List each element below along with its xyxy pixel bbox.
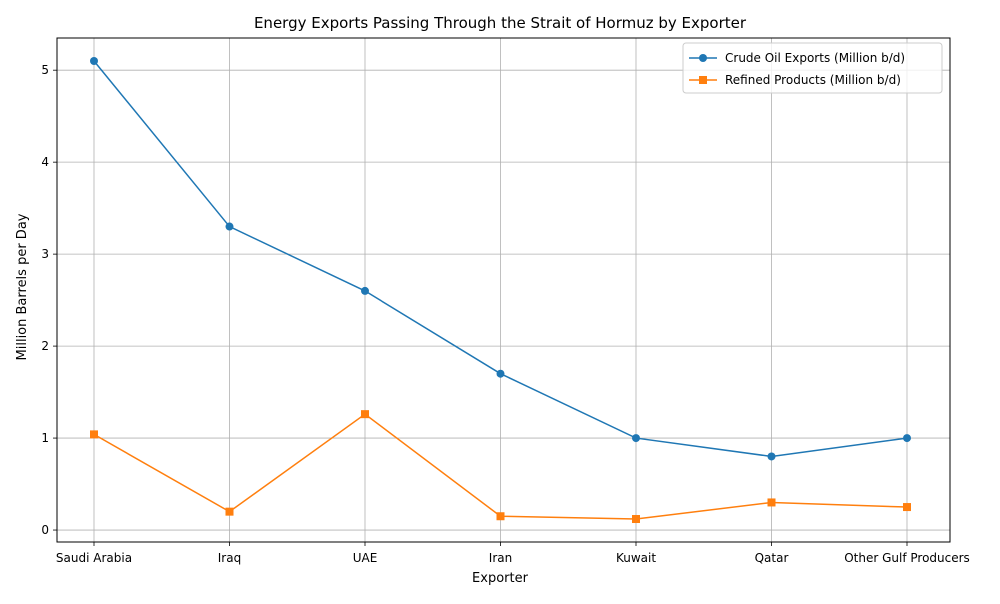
x-tick-label: Kuwait: [616, 551, 656, 565]
data-point: [225, 507, 234, 516]
series-1: [90, 56, 911, 461]
y-tick-label: 2: [41, 339, 49, 353]
grid: [57, 38, 950, 542]
axis-ticks: Saudi Arabia Iraq UAE Iran Kuwait Qatar Other …: [41, 63, 969, 565]
x-tick-label: Iraq: [218, 551, 241, 565]
data-point: [632, 434, 640, 443]
y-axis-label: Million Barrels per Day: [15, 213, 30, 360]
x-tick-label: UAE: [353, 551, 378, 565]
legend-marker: [699, 76, 707, 84]
y-tick-label: 0: [41, 523, 49, 537]
x-tick-label: Saudi Arabia: [56, 551, 132, 565]
data-point: [903, 503, 911, 512]
plot-area: [56, 37, 951, 543]
legend-item: Refined Products (Million b/d): [689, 73, 901, 87]
data-point: [90, 56, 98, 65]
legend: Crude Oil Exports (Million b/d) Refined P…: [682, 42, 943, 94]
y-tick-label: 5: [41, 63, 49, 77]
legend-box: [682, 42, 943, 94]
chart-title: Energy Exports Passing Through the Strai…: [254, 14, 747, 32]
x-axis-label: Exporter: [472, 571, 529, 586]
legend-item: Crude Oil Exports (Million b/d): [689, 51, 905, 65]
data-point: [496, 512, 505, 521]
series-2: [90, 410, 911, 524]
x-tick-label: Other Gulf Producers: [844, 551, 970, 565]
data-point: [496, 369, 505, 378]
x-tick-label: Iran: [489, 551, 512, 565]
data-point: [361, 410, 369, 419]
data-point: [767, 452, 776, 461]
y-tick-label: 1: [41, 431, 49, 445]
legend-label: Crude Oil Exports (Million b/d): [725, 51, 905, 65]
legend-label: Refined Products (Million b/d): [725, 73, 901, 87]
series-group: [90, 56, 911, 524]
data-point: [90, 430, 98, 439]
data-point: [767, 498, 776, 507]
y-tick-label: 3: [41, 247, 49, 261]
y-tick-label: 4: [41, 155, 49, 169]
legend-marker: [699, 54, 707, 62]
x-tick-label: Qatar: [755, 551, 789, 565]
data-point: [361, 286, 369, 295]
data-point: [632, 515, 640, 524]
data-point: [903, 434, 911, 443]
data-point: [225, 222, 234, 231]
